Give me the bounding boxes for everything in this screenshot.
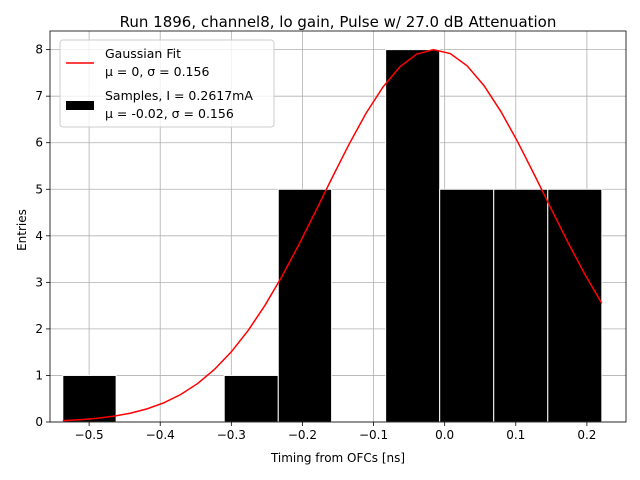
x-tick-label: 0.0	[435, 428, 454, 442]
legend-samples-label: Samples, I = 0.2617mA	[105, 88, 253, 103]
x-tick-label: 0.1	[506, 428, 525, 442]
gaussian-fit-layer	[62, 48, 603, 422]
plot-frame	[49, 30, 627, 423]
axis-ticks: −0.5 −0.4 −0.3 −0.2 −0.1 0.0 0.1 0.2 0 1 2 3 4 5 6 7 8	[35, 43, 596, 442]
histogram-bars	[62, 49, 603, 423]
legend-fit-label: Gaussian Fit	[105, 46, 181, 61]
legend-fit-stats: μ = 0, σ = 0.156	[105, 64, 209, 79]
y-tick-label: 8	[35, 43, 43, 57]
histogram-bar	[223, 374, 279, 423]
x-tick-label: −0.4	[146, 428, 175, 442]
histogram-bar	[439, 188, 495, 423]
y-tick-label: 7	[35, 89, 43, 103]
y-tick-label: 6	[35, 136, 43, 150]
histogram-bar	[547, 188, 603, 423]
legend-box	[59, 39, 275, 128]
x-tick-label: 0.2	[577, 428, 596, 442]
chart-title: Run 1896, channel8, lo gain, Pulse w/ 27…	[120, 13, 557, 31]
x-tick-label: −0.2	[288, 428, 317, 442]
legend-samples-stats: μ = -0.02, σ = 0.156	[105, 106, 234, 121]
histogram-bar	[62, 374, 117, 423]
legend: Gaussian Fit μ = 0, σ = 0.156 Samples, I…	[59, 39, 275, 128]
y-tick-label: 0	[35, 415, 43, 429]
legend-samples-swatch	[66, 101, 94, 110]
x-axis-label: Timing from OFCs [ns]	[270, 451, 405, 465]
y-tick-label: 5	[35, 182, 43, 196]
histogram-bar	[277, 188, 333, 423]
histogram-bar	[385, 49, 441, 423]
x-tick-label: −0.3	[217, 428, 246, 442]
y-tick-label: 4	[35, 229, 43, 243]
y-axis-label: Entries	[15, 209, 29, 251]
x-tick-label: −0.1	[359, 428, 388, 442]
y-tick-label: 3	[35, 275, 43, 289]
gaussian-fit-line	[62, 48, 603, 422]
y-tick-label: 2	[35, 322, 43, 336]
x-tick-label: −0.5	[75, 428, 104, 442]
histogram-bar	[493, 188, 549, 423]
y-tick-label: 1	[35, 368, 43, 382]
